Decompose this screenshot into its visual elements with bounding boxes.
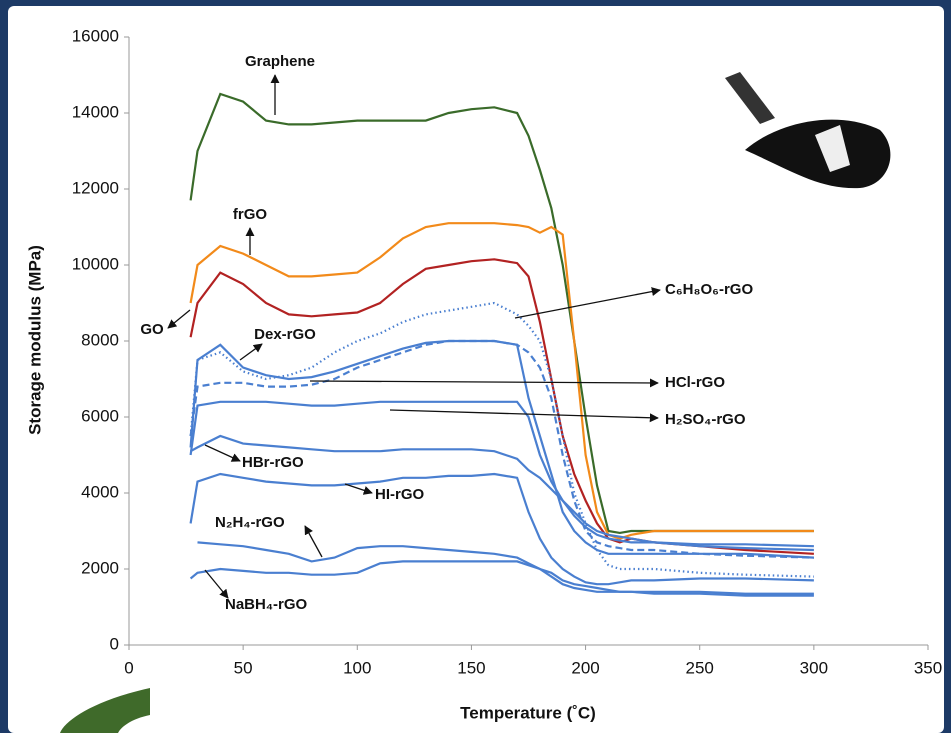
annotation-arrow [204,569,229,599]
annotation-arrow [304,525,323,558]
series-label: C₆H₈O₆-rGO [665,281,753,298]
series-label: NaBH₄-rGO [225,596,307,613]
series-line [189,301,814,578]
series-line [189,472,814,586]
series-line [189,560,814,597]
x-tick-label: 300 [800,658,828,677]
y-tick-label: 0 [110,634,119,653]
y-tick-label: 12000 [72,178,119,197]
y-tick-label: 16000 [72,26,119,45]
chart-area [8,6,944,733]
x-tick-label: 100 [343,658,371,677]
annotation-arrow [514,287,661,319]
x-tick-label: 200 [571,658,599,677]
series-label: Graphene [245,53,315,70]
series-label: HBr-rGO [242,454,304,471]
y-tick-label: 14000 [72,102,119,121]
x-tick-label: 250 [686,658,714,677]
series-label: Dex-rGO [254,326,316,343]
x-tick-label: 0 [124,658,133,677]
annotation-arrow [389,409,659,423]
y-tick-label: 4000 [81,482,119,501]
y-tick-label: 2000 [81,558,119,577]
y-tick-label: 10000 [72,254,119,273]
inset-photo [725,72,891,189]
series-label: HCl-rGO [665,374,725,391]
x-tick-label: 150 [457,658,485,677]
annotation-arrow [167,309,191,329]
x-axis-label: Temperature (˚C) [460,703,596,722]
annotation-arrow [204,444,241,462]
series-line [190,434,814,552]
series-label: N₂H₄-rGO [215,514,285,531]
y-tick-label: 6000 [81,406,119,425]
decor-arc [60,688,150,733]
annotation-arrow [309,378,659,388]
series-label: frGO [233,206,268,223]
series-label: GO [140,321,164,338]
x-tick-label: 50 [234,658,253,677]
y-tick-label: 8000 [81,330,119,349]
series-line [189,400,814,548]
series-line [189,339,814,559]
series-label: HI-rGO [375,486,425,503]
y-axis-label: Storage modulus (MPa) [25,245,44,435]
annotation-arrow [239,343,263,361]
series-label: H₂SO₄-rGO [665,411,746,428]
annotation-arrow [344,483,373,495]
x-tick-label: 350 [914,658,942,677]
series-line [189,92,814,535]
